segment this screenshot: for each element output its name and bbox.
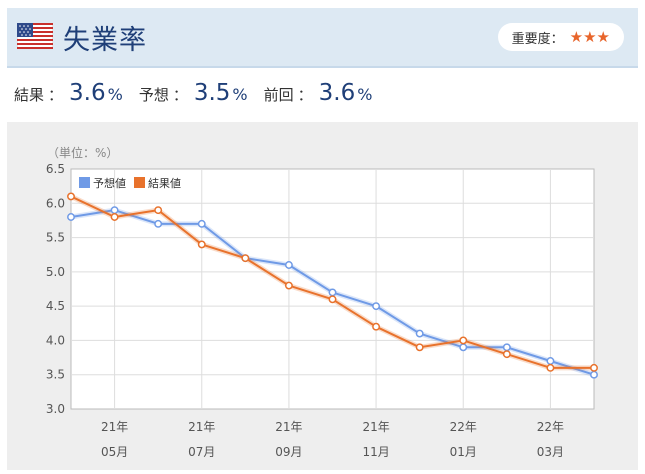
x-tick-year: 22年: [450, 420, 477, 434]
previous-value: 3.6: [318, 80, 356, 106]
legend-swatch: [79, 177, 90, 188]
unemployment-line-chart: （単位：%） 3.03.54.04.55.05.56.06.5 21年05月21…: [46, 145, 598, 459]
x-tick-month: 03月: [537, 445, 564, 459]
x-axis: 21年 05月 21年 07月 21年 09月 21年 11月 22年 01月 22年 03月: [101, 420, 564, 459]
previous-label: 前回: [263, 86, 294, 104]
data-point: [459, 336, 468, 345]
actual-unit: %: [107, 85, 123, 104]
data-point: [372, 302, 381, 311]
forecast-value: 3.5: [193, 80, 231, 106]
previous-result: 前回 ： 3.6 %: [264, 80, 373, 106]
chart-legend: 予想値 結果値: [79, 176, 181, 190]
data-point: [284, 281, 293, 290]
forecast-colon: ：: [172, 86, 188, 104]
y-tick-label: 6.5: [46, 162, 65, 176]
data-point: [197, 240, 206, 249]
chart-unit-label: （単位：%）: [47, 145, 118, 160]
x-tick-year: 21年: [188, 420, 215, 434]
actual-label: 結果: [14, 86, 45, 104]
series-lines: [67, 192, 598, 379]
importance-stars-icon: ★★★: [569, 28, 610, 46]
us-flag-icon: [17, 23, 53, 49]
chart-panel: （単位：%） 3.0 3.5 4.0 4.5 5.0 5.5 6.0 6.5 21年 05月 21…: [7, 122, 638, 470]
x-tick-month: 11月: [362, 445, 389, 459]
x-tick-month: 09月: [275, 445, 302, 459]
legend-label: 予想値: [93, 176, 126, 190]
data-point: [502, 350, 511, 359]
data-point: [590, 363, 598, 372]
data-point: [67, 192, 75, 201]
indicator-header: 失業率 重要度： ★★★: [7, 8, 638, 68]
y-tick-label: 4.0: [46, 333, 65, 347]
data-point: [546, 363, 555, 372]
y-axis: 3.0 3.5 4.0 4.5 5.0 5.5 6.0 6.5: [46, 162, 65, 416]
data-point: [415, 343, 424, 352]
importance-badge: 重要度： ★★★: [497, 23, 624, 51]
data-point: [502, 343, 511, 352]
x-tick-month: 05月: [101, 445, 128, 459]
x-tick-year: 21年: [101, 420, 128, 434]
data-point: [154, 206, 163, 215]
page-title: 失業率: [63, 25, 147, 56]
data-point: [197, 219, 206, 228]
data-point: [110, 206, 119, 215]
data-point: [546, 357, 555, 365]
forecast-label: 予想: [138, 86, 169, 104]
data-point: [328, 295, 337, 304]
x-tick-year: 21年: [275, 420, 302, 434]
data-point: [154, 219, 163, 228]
data-point: [459, 343, 468, 352]
legend-label: 結果値: [148, 176, 181, 190]
actual-value: 3.6: [69, 80, 106, 106]
y-tick-label: 4.5: [46, 299, 65, 313]
forecast-result: 予想 ： 3.5 %: [139, 80, 248, 106]
y-tick-label: 6.0: [46, 196, 65, 210]
y-tick-label: 3.5: [46, 368, 65, 382]
x-tick-year: 22年: [537, 420, 564, 434]
results-summary: 結果 ： 3.6 % 予想 ： 3.5 % 前回 ： 3.6 %: [14, 80, 388, 106]
forecast-unit: %: [232, 85, 248, 104]
data-point: [372, 322, 381, 331]
legend-swatch: [134, 177, 145, 188]
previous-colon: ：: [297, 86, 313, 104]
x-tick-year: 21年: [362, 420, 389, 434]
y-tick-label: 3.0: [46, 402, 65, 416]
importance-label: 重要度：: [511, 31, 564, 47]
actual-result: 結果 ： 3.6 %: [14, 80, 123, 106]
y-tick-label: 5.0: [46, 265, 65, 279]
actual-colon: ：: [48, 86, 64, 104]
data-point: [67, 213, 75, 221]
y-tick-label: 5.5: [46, 231, 65, 245]
data-point: [241, 254, 250, 263]
data-point: [284, 261, 293, 269]
data-point: [110, 213, 119, 221]
data-point: [415, 329, 424, 338]
data-point: [590, 370, 598, 379]
previous-unit: %: [357, 85, 373, 104]
x-tick-month: 07月: [188, 445, 215, 459]
data-point: [328, 288, 337, 297]
x-tick-month: 01月: [450, 445, 477, 459]
